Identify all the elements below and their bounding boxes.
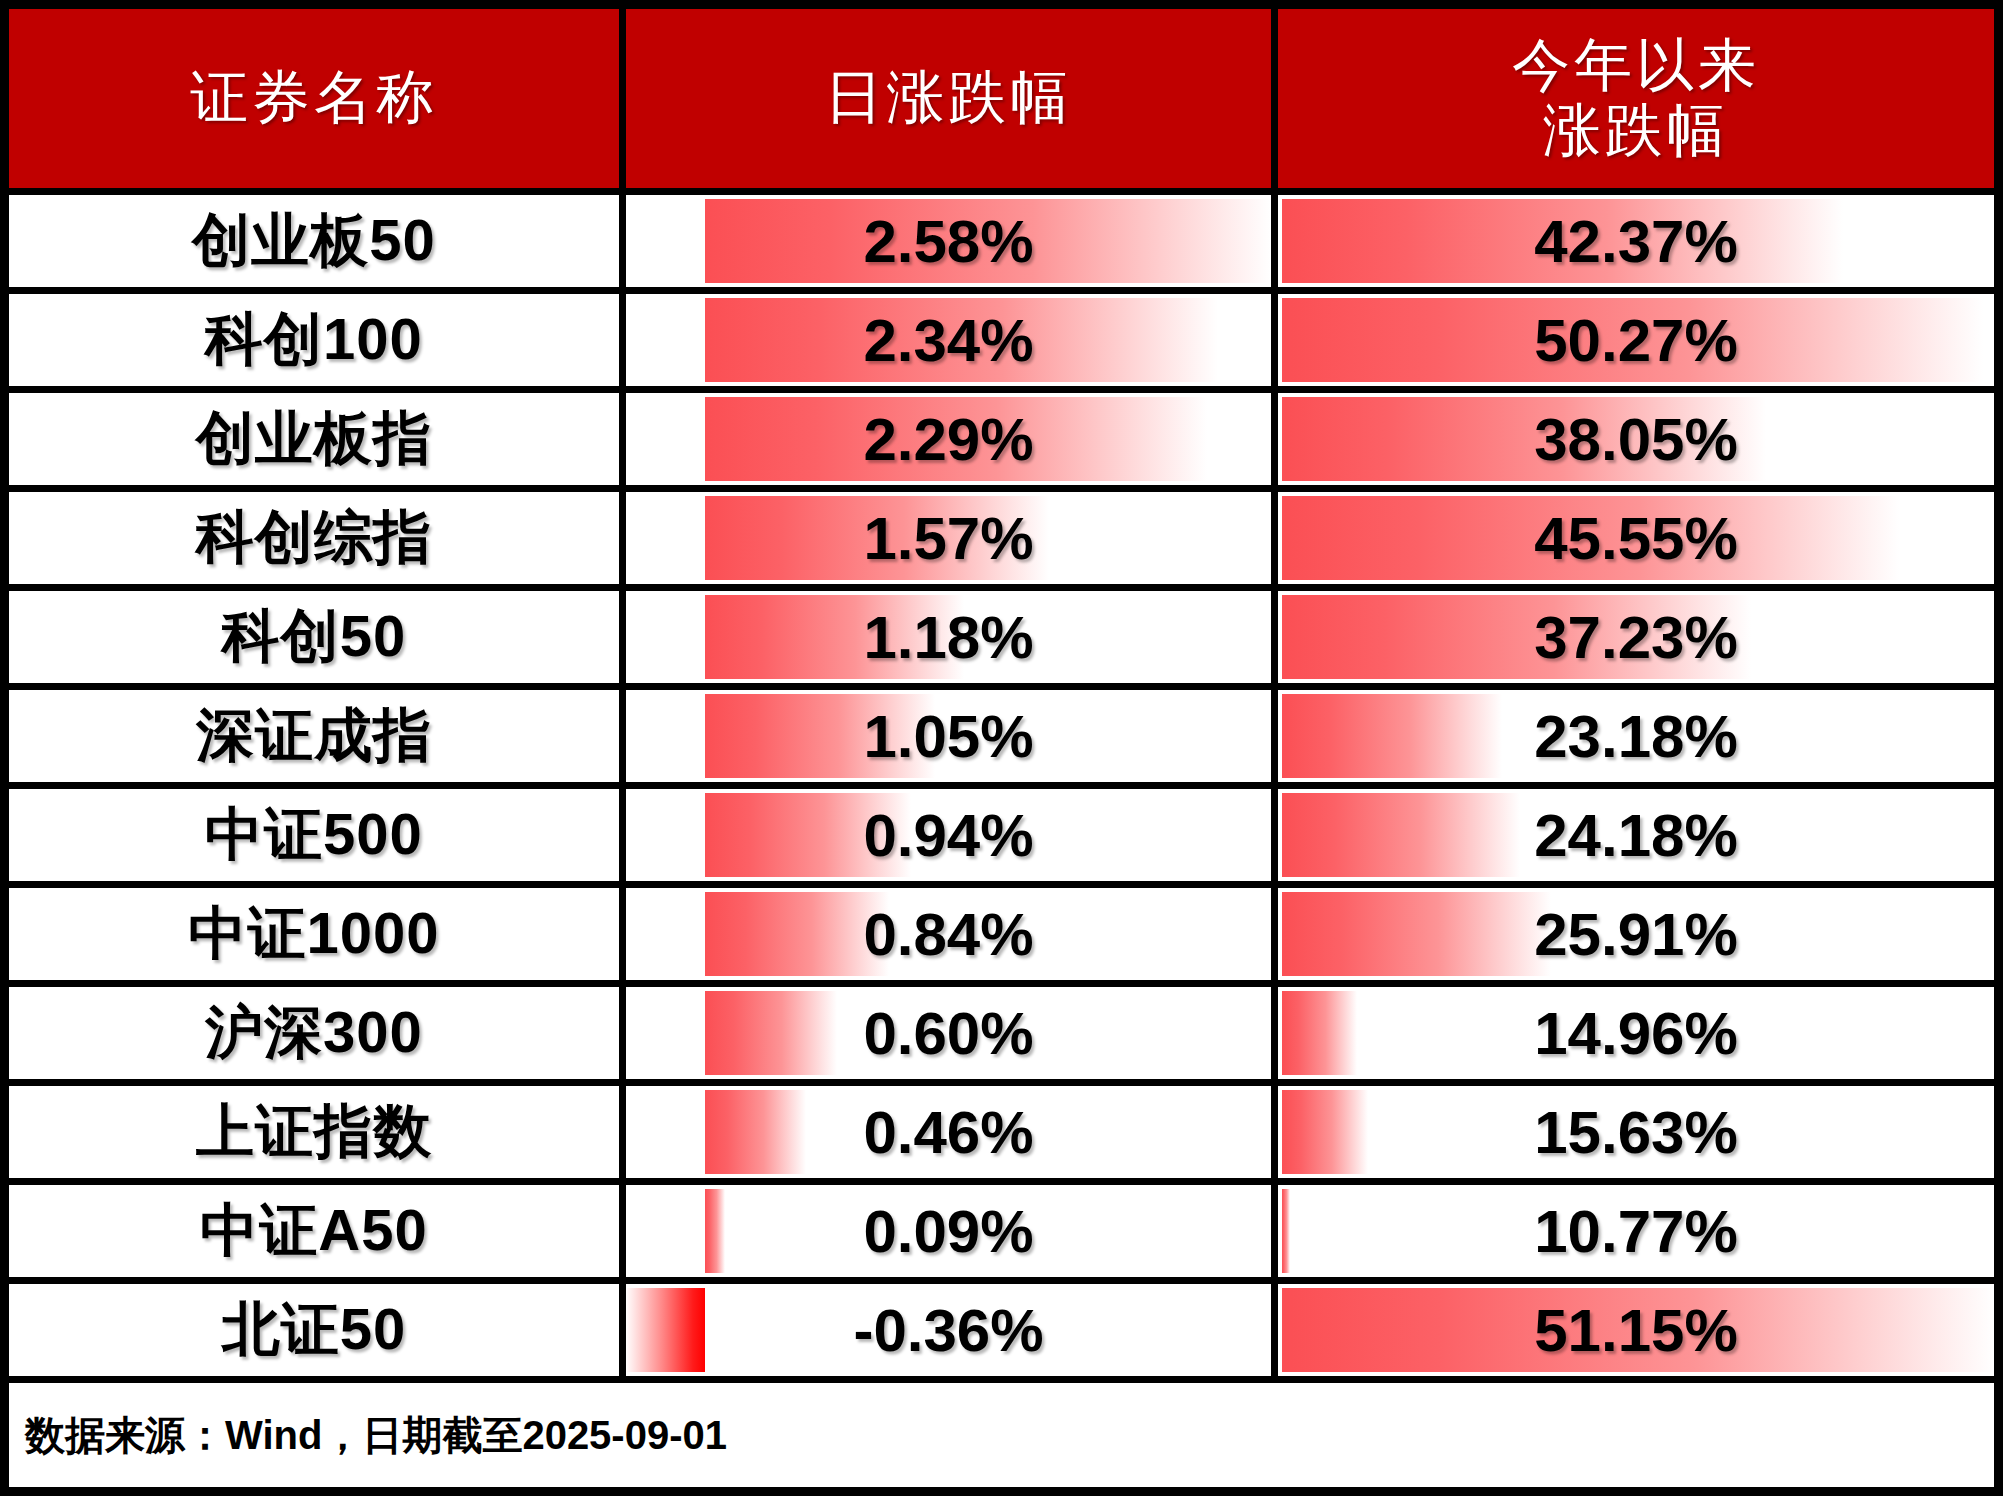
daily-change-databar	[705, 892, 889, 976]
daily-change-value: 2.34%	[863, 306, 1033, 375]
daily-change-value: 0.09%	[863, 1197, 1033, 1266]
daily-change-cell: -0.36%	[626, 1284, 1271, 1376]
ytd-change-value: 23.18%	[1534, 702, 1738, 771]
ytd-change-databar	[1282, 1090, 1368, 1174]
daily-change-value: 1.18%	[863, 603, 1033, 672]
index-name: 中证A50	[200, 1192, 427, 1270]
ytd-change-value: 51.15%	[1534, 1296, 1738, 1365]
index-name-cell: 创业板指	[9, 393, 619, 485]
index-name: 沪深300	[205, 994, 423, 1072]
ytd-change-value: 10.77%	[1534, 1197, 1738, 1266]
ytd-change-value: 14.96%	[1534, 999, 1738, 1068]
ytd-change-cell: 50.27%	[1278, 294, 1994, 386]
daily-change-cell: 0.94%	[626, 789, 1271, 881]
ytd-change-cell: 37.23%	[1278, 591, 1994, 683]
header-security-name-label: 证券名称	[190, 66, 438, 131]
ytd-change-cell: 45.55%	[1278, 492, 1994, 584]
footer-source-note: 数据来源：Wind，日期截至2025-09-01	[9, 1383, 1994, 1487]
header-ytd-change-line1: 今年以来	[1512, 34, 1760, 99]
ytd-change-value: 24.18%	[1534, 801, 1738, 870]
daily-change-cell: 2.29%	[626, 393, 1271, 485]
index-name-cell: 中证1000	[9, 888, 619, 980]
index-name-cell: 中证A50	[9, 1185, 619, 1277]
ytd-change-value: 25.91%	[1534, 900, 1738, 969]
daily-change-value: 2.29%	[863, 405, 1033, 474]
daily-change-cell: 2.34%	[626, 294, 1271, 386]
ytd-change-databar	[1282, 694, 1502, 778]
index-name-cell: 中证500	[9, 789, 619, 881]
ytd-change-value: 50.27%	[1534, 306, 1738, 375]
ytd-change-value: 42.37%	[1534, 207, 1738, 276]
daily-change-cell: 1.57%	[626, 492, 1271, 584]
ytd-change-value: 45.55%	[1534, 504, 1738, 573]
ytd-change-cell: 15.63%	[1278, 1086, 1994, 1178]
index-name-cell: 深证成指	[9, 690, 619, 782]
index-performance-table: 证券名称 日涨跌幅 今年以来 涨跌幅 创业板50 2.58% 42.37% 科创…	[0, 0, 2003, 1496]
daily-change-value: 0.46%	[863, 1098, 1033, 1167]
daily-change-databar	[705, 1090, 806, 1174]
daily-change-value: -0.36%	[853, 1296, 1043, 1365]
daily-change-value: 1.57%	[863, 504, 1033, 573]
ytd-change-value: 38.05%	[1534, 405, 1738, 474]
ytd-change-cell: 24.18%	[1278, 789, 1994, 881]
daily-change-cell: 1.05%	[626, 690, 1271, 782]
ytd-change-cell: 42.37%	[1278, 195, 1994, 287]
footer-source-note-text: 数据来源：Wind，日期截至2025-09-01	[25, 1408, 727, 1463]
header-daily-change-label: 日涨跌幅	[825, 66, 1073, 131]
daily-change-value: 0.84%	[863, 900, 1033, 969]
daily-change-value: 1.05%	[863, 702, 1033, 771]
index-name: 创业板50	[192, 202, 436, 280]
daily-change-databar	[705, 991, 837, 1075]
daily-change-cell: 0.09%	[626, 1185, 1271, 1277]
header-ytd-change-line2: 涨跌幅	[1543, 99, 1729, 164]
daily-change-cell: 1.18%	[626, 591, 1271, 683]
header-daily-change: 日涨跌幅	[626, 9, 1271, 188]
index-name-cell: 科创50	[9, 591, 619, 683]
index-name-cell: 沪深300	[9, 987, 619, 1079]
index-name: 中证1000	[188, 895, 439, 973]
ytd-change-cell: 10.77%	[1278, 1185, 1994, 1277]
index-name: 中证500	[205, 796, 423, 874]
header-ytd-change: 今年以来 涨跌幅	[1278, 9, 1994, 188]
index-name: 北证50	[222, 1291, 407, 1369]
ytd-change-databar	[1282, 1189, 1290, 1273]
daily-change-databar	[626, 1288, 705, 1372]
index-name-cell: 创业板50	[9, 195, 619, 287]
ytd-change-databar	[1282, 991, 1356, 1075]
ytd-change-databar	[1282, 892, 1550, 976]
index-name: 科创综指	[196, 499, 432, 577]
ytd-change-cell: 51.15%	[1278, 1284, 1994, 1376]
ytd-change-cell: 23.18%	[1278, 690, 1994, 782]
daily-change-value: 0.94%	[863, 801, 1033, 870]
daily-change-cell: 0.46%	[626, 1086, 1271, 1178]
daily-change-cell: 0.84%	[626, 888, 1271, 980]
daily-change-cell: 0.60%	[626, 987, 1271, 1079]
index-name-cell: 北证50	[9, 1284, 619, 1376]
ytd-change-value: 15.63%	[1534, 1098, 1738, 1167]
ytd-change-cell: 14.96%	[1278, 987, 1994, 1079]
index-name-cell: 上证指数	[9, 1086, 619, 1178]
daily-change-value: 2.58%	[863, 207, 1033, 276]
table-grid: 证券名称 日涨跌幅 今年以来 涨跌幅 创业板50 2.58% 42.37% 科创…	[9, 9, 1994, 1487]
index-name: 深证成指	[196, 697, 432, 775]
index-name: 上证指数	[196, 1093, 432, 1171]
index-name: 创业板指	[196, 400, 432, 478]
ytd-change-databar	[1282, 793, 1520, 877]
index-name: 科创100	[205, 301, 423, 379]
index-name-cell: 科创100	[9, 294, 619, 386]
ytd-change-cell: 38.05%	[1278, 393, 1994, 485]
header-security-name: 证券名称	[9, 9, 619, 188]
daily-change-cell: 2.58%	[626, 195, 1271, 287]
ytd-change-value: 37.23%	[1534, 603, 1738, 672]
ytd-change-cell: 25.91%	[1278, 888, 1994, 980]
daily-change-value: 0.60%	[863, 999, 1033, 1068]
index-name-cell: 科创综指	[9, 492, 619, 584]
daily-change-databar	[705, 1189, 725, 1273]
index-name: 科创50	[222, 598, 407, 676]
